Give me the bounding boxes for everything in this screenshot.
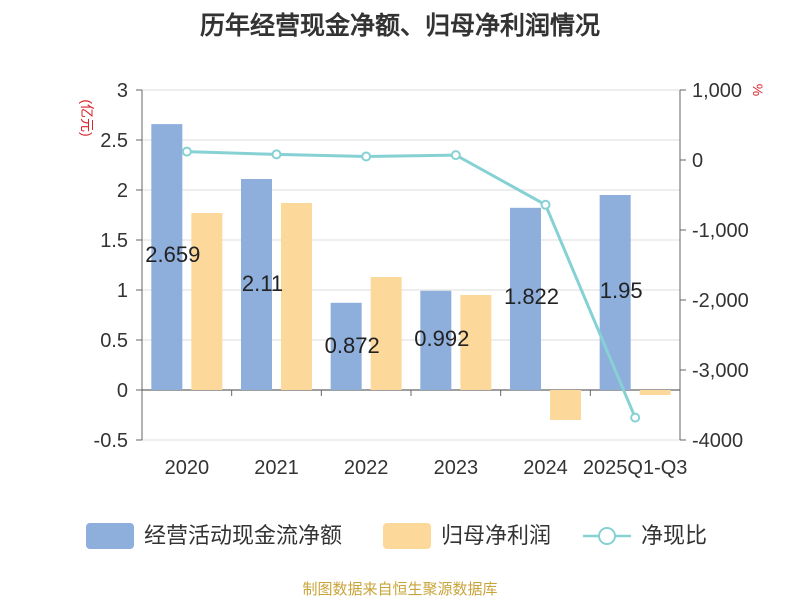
right-tick-label: -3,000 (692, 360, 749, 382)
right-tick-label: 1,000 (692, 80, 742, 102)
data-label: 1.822 (504, 284, 559, 309)
data-label: 0.872 (325, 333, 380, 358)
ratio-point (361, 151, 372, 162)
x-tick-label: 2022 (344, 457, 389, 479)
ratio-point (630, 412, 641, 423)
bar-net-profit (550, 390, 581, 420)
legend-label-operating-cashflow: 经营活动现金流净额 (144, 523, 342, 548)
right-tick-label: -4000 (692, 430, 743, 452)
bar-operating-cashflow (510, 207, 541, 390)
bars (151, 124, 671, 420)
bar-net-profit (281, 203, 312, 390)
left-tick-label: 2 (117, 180, 128, 202)
right-tick-label: -2,000 (692, 290, 749, 312)
data-label: 1.95 (600, 278, 643, 303)
left-tick-label: 2.5 (100, 130, 128, 152)
legend-swatch-operating-cashflow (86, 523, 134, 549)
data-label: 2.11 (242, 271, 283, 296)
x-tick-label: 2021 (254, 457, 299, 479)
legend-label-ratio: 净现比 (641, 523, 707, 548)
left-tick-label: 1 (117, 280, 128, 302)
data-label: 2.659 (145, 242, 200, 267)
data-labels: 2.659 2.11 0.872 0.992 1.822 1.95 (145, 242, 642, 358)
source-note: 制图数据来自恒生聚源数据库 (302, 581, 497, 598)
bar-operating-cashflow (420, 290, 452, 390)
legend: 经营活动现金流净额 归母净利润 净现比 (86, 523, 707, 549)
legend-swatch-net-profit (383, 523, 431, 549)
x-tick-label: 2023 (434, 457, 479, 479)
left-tick-label: 1.5 (100, 230, 128, 252)
ratio-line (181, 146, 641, 423)
ratio-point (540, 199, 551, 210)
left-axis-unit: (亿元) (79, 99, 95, 136)
legend-label-net-profit: 归母净利润 (441, 523, 551, 548)
left-tick-label: 3 (117, 80, 128, 102)
bar-operating-cashflow (151, 124, 183, 390)
bar-operating-cashflow (330, 302, 362, 390)
x-tick-label: 2025Q1-Q3 (583, 457, 688, 479)
bar-net-profit (370, 277, 402, 390)
ratio-point (181, 146, 192, 157)
left-tick-label: 0 (117, 380, 128, 402)
right-tick-label: 0 (692, 150, 703, 172)
bar-net-profit (191, 213, 223, 390)
chart-title: 历年经营现金净额、归母净利润情况 (200, 11, 600, 40)
bar-net-profit (460, 295, 492, 390)
left-tick-label: 0.5 (100, 330, 128, 352)
ratio-line-path (186, 150, 637, 419)
grid-lines (142, 89, 680, 441)
bar-operating-cashflow (599, 195, 631, 390)
left-tick-label: -0.5 (94, 430, 128, 452)
bar-operating-cashflow (241, 179, 272, 390)
bar-net-profit (639, 390, 671, 395)
right-tick-label: -1,000 (692, 220, 749, 242)
data-label: 0.992 (414, 326, 469, 351)
right-axis-unit: % (750, 84, 766, 96)
ratio-point (450, 150, 461, 161)
axes: -0.5 0 0.5 1 1.5 2 2.5 3 -4000 -3,000 -2,000 -1,000… (94, 80, 749, 479)
ratio-point (271, 149, 282, 160)
legend-swatch-marker (598, 527, 616, 545)
x-tick-label: 2024 (523, 457, 568, 479)
x-tick-label: 2020 (165, 457, 210, 479)
